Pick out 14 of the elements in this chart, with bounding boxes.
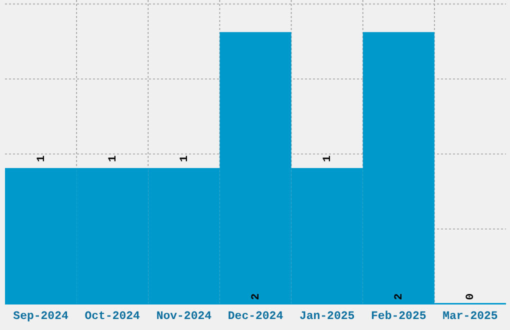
x-tick-label: Dec-2024 xyxy=(228,310,284,323)
x-tick-label: Sep-2024 xyxy=(13,310,68,323)
data-label: 0 xyxy=(465,293,478,300)
x-tick-label: Nov-2024 xyxy=(156,310,212,323)
x-tick-label: Jan-2025 xyxy=(299,310,355,323)
x-tick-label: Mar-2025 xyxy=(442,310,498,323)
data-label: 1 xyxy=(178,155,191,162)
data-label: 1 xyxy=(322,155,334,162)
x-tick-label: Feb-2025 xyxy=(371,310,426,323)
data-label: 1 xyxy=(107,155,120,162)
data-label: 2 xyxy=(394,293,406,300)
x-tick-label: Oct-2024 xyxy=(84,310,140,323)
data-label: 2 xyxy=(250,293,262,300)
data-label: 1 xyxy=(36,155,48,162)
